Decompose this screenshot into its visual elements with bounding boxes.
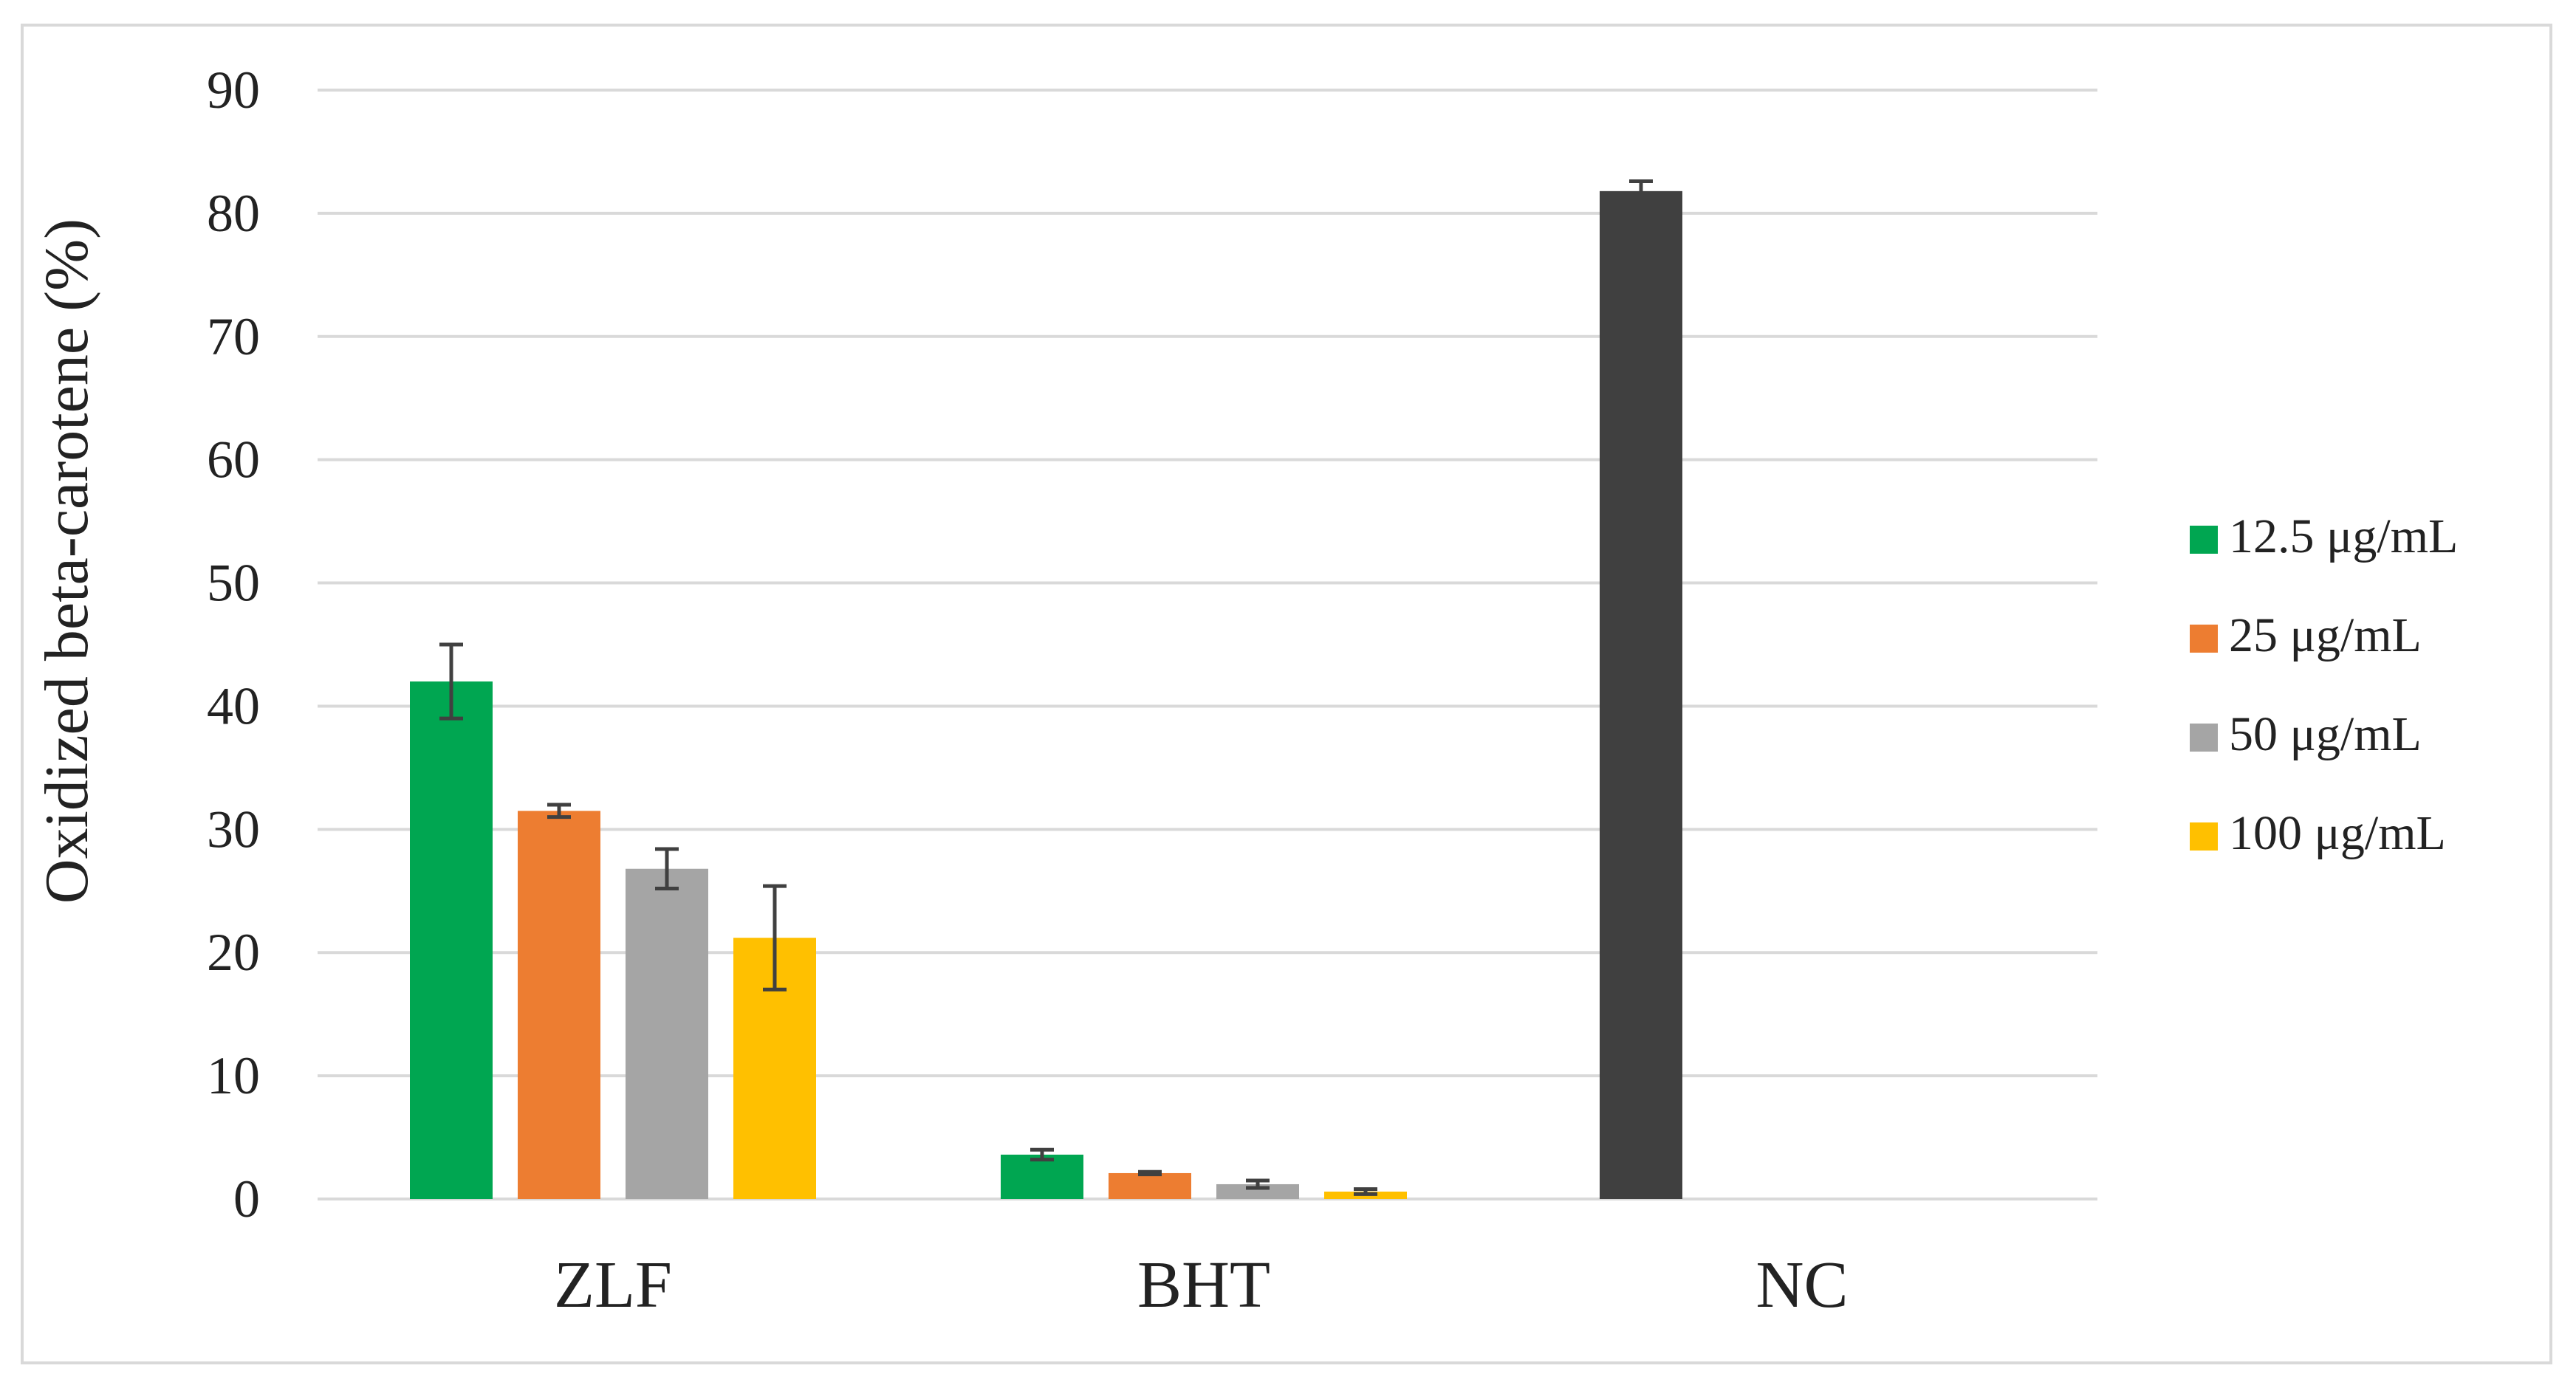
legend-swatch-1 [2190,526,2218,554]
legend: 12.5 μg/mL 25 μg/mL 50 μg/mL 100 μg/mL [2190,509,2458,860]
x-category-label: ZLF [554,1248,672,1322]
y-axis-title: Oxidized beta-carotene (%) [32,219,101,904]
legend-label: 12.5 μg/mL [2229,509,2458,563]
legend-swatch-3 [2190,724,2218,752]
gridlines [318,89,2097,1200]
y-tick-label: 20 [207,923,260,982]
y-tick-label: 0 [233,1169,260,1229]
y-tick-label: 50 [207,554,260,613]
bar-zlf-series-2 [518,811,600,1199]
y-tick-label: 60 [207,430,260,489]
bar-bht-series-2 [1109,1172,1191,1199]
y-tick-label: 80 [207,184,260,243]
bars [410,190,1682,1199]
x-category-label: NC [1755,1248,1848,1322]
legend-swatch-4 [2190,822,2218,851]
legend-swatch-2 [2190,625,2218,653]
x-category-label: BHT [1137,1248,1270,1322]
bar-bht-series-3 [1216,1183,1299,1199]
bar-zlf-series-3 [626,868,708,1199]
bar-bht-series-1 [1001,1154,1083,1199]
bar-nc [1600,190,1682,1199]
y-tick-label: 90 [207,61,260,120]
y-tick-label: 10 [207,1046,260,1105]
legend-label: 50 μg/mL [2229,707,2422,761]
y-axis-ticks: 0 10 20 30 40 50 60 70 80 90 [207,61,260,1229]
x-axis-categories: ZLF BHT NC [554,1248,1849,1322]
bar-zlf-series-1 [410,681,493,1199]
y-tick-label: 30 [207,800,260,859]
y-tick-label: 40 [207,676,260,735]
legend-label: 100 μg/mL [2229,806,2446,860]
error-bars [439,179,1653,1196]
legend-label: 25 μg/mL [2229,608,2422,662]
y-tick-label: 70 [207,307,260,366]
